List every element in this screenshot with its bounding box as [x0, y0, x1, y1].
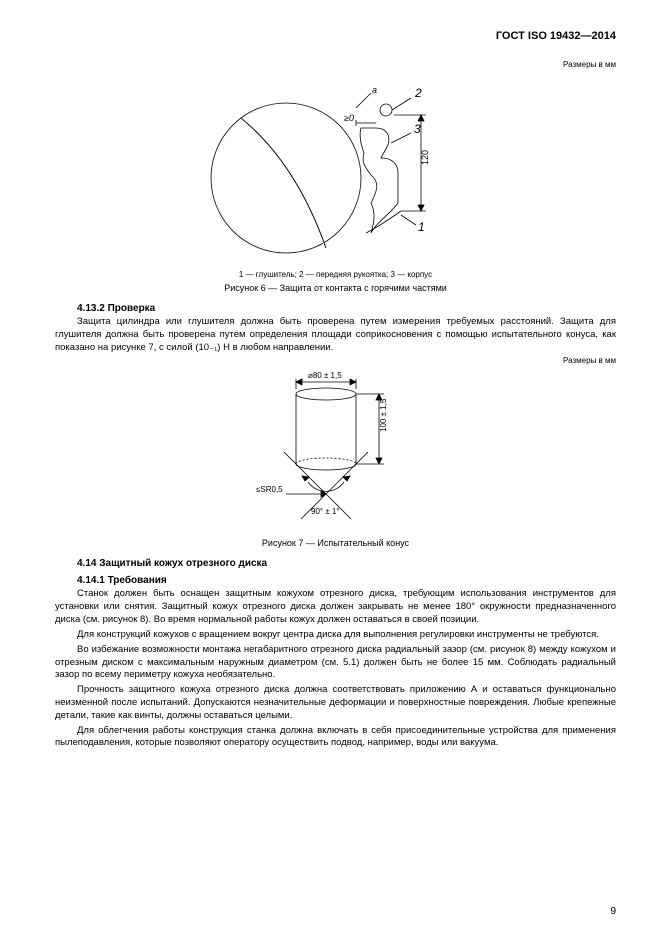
- para-4-14-1-1: Станок должен быть оснащен защитным кожу…: [55, 588, 616, 626]
- para-4-14-1-3: Во избежание возможности монтажа негабар…: [55, 644, 616, 682]
- document-header: ГОСТ ISO 19432—2014: [55, 30, 616, 42]
- para-4-14-1-2: Для конструкций кожухов с вращением вокр…: [55, 629, 616, 642]
- fig6-dim-geq0: ≥0: [344, 113, 354, 123]
- figure-6-caption: Рисунок 6 — Защита от контакта с горячим…: [55, 283, 616, 293]
- para-4-14-1-5: Для облегчения работы конструкция станка…: [55, 725, 616, 751]
- heading-4-13-2: 4.13.2 Проверка: [55, 303, 616, 314]
- figure-7: ⌀80 ± 1,5 100 ± 1,5 ≤SR0,5 90° ± 1°: [55, 369, 616, 534]
- para-4-14-1-4: Прочность защитного кожуха отрезного дис…: [55, 684, 616, 722]
- fig7-dim-height: 100 ± 1,5: [379, 399, 388, 433]
- para-4-13-2-1: Защита цилиндра или глушителя должна быт…: [55, 316, 616, 354]
- units-label-2: Размеры в мм: [55, 356, 616, 365]
- fig7-dim-diam: ⌀80 ± 1,5: [308, 371, 342, 380]
- figure-7-caption: Рисунок 7 — Испытательный конус: [55, 538, 616, 548]
- units-label-1: Размеры в мм: [55, 60, 616, 69]
- heading-4-14: 4.14 Защитный кожух отрезного диска: [55, 558, 616, 569]
- fig7-dim-angle: 90° ± 1°: [311, 507, 340, 516]
- figure-6-legend: 1 — глушитель; 2 — передняя рукоятка; 3 …: [55, 270, 616, 279]
- page-number: 9: [610, 906, 616, 917]
- fig7-dim-rad: ≤SR0,5: [256, 485, 283, 494]
- fig6-dim-120: 120: [420, 150, 430, 165]
- fig6-callout-1: 1: [418, 220, 425, 234]
- fig6-callout-2: 2: [414, 86, 422, 100]
- fig6-leader-a: a: [372, 85, 377, 95]
- heading-4-14-1: 4.14.1 Требования: [55, 575, 616, 586]
- fig6-callout-3: 3: [414, 122, 421, 136]
- figure-6: ≥0 a 2 3 1 120: [55, 73, 616, 268]
